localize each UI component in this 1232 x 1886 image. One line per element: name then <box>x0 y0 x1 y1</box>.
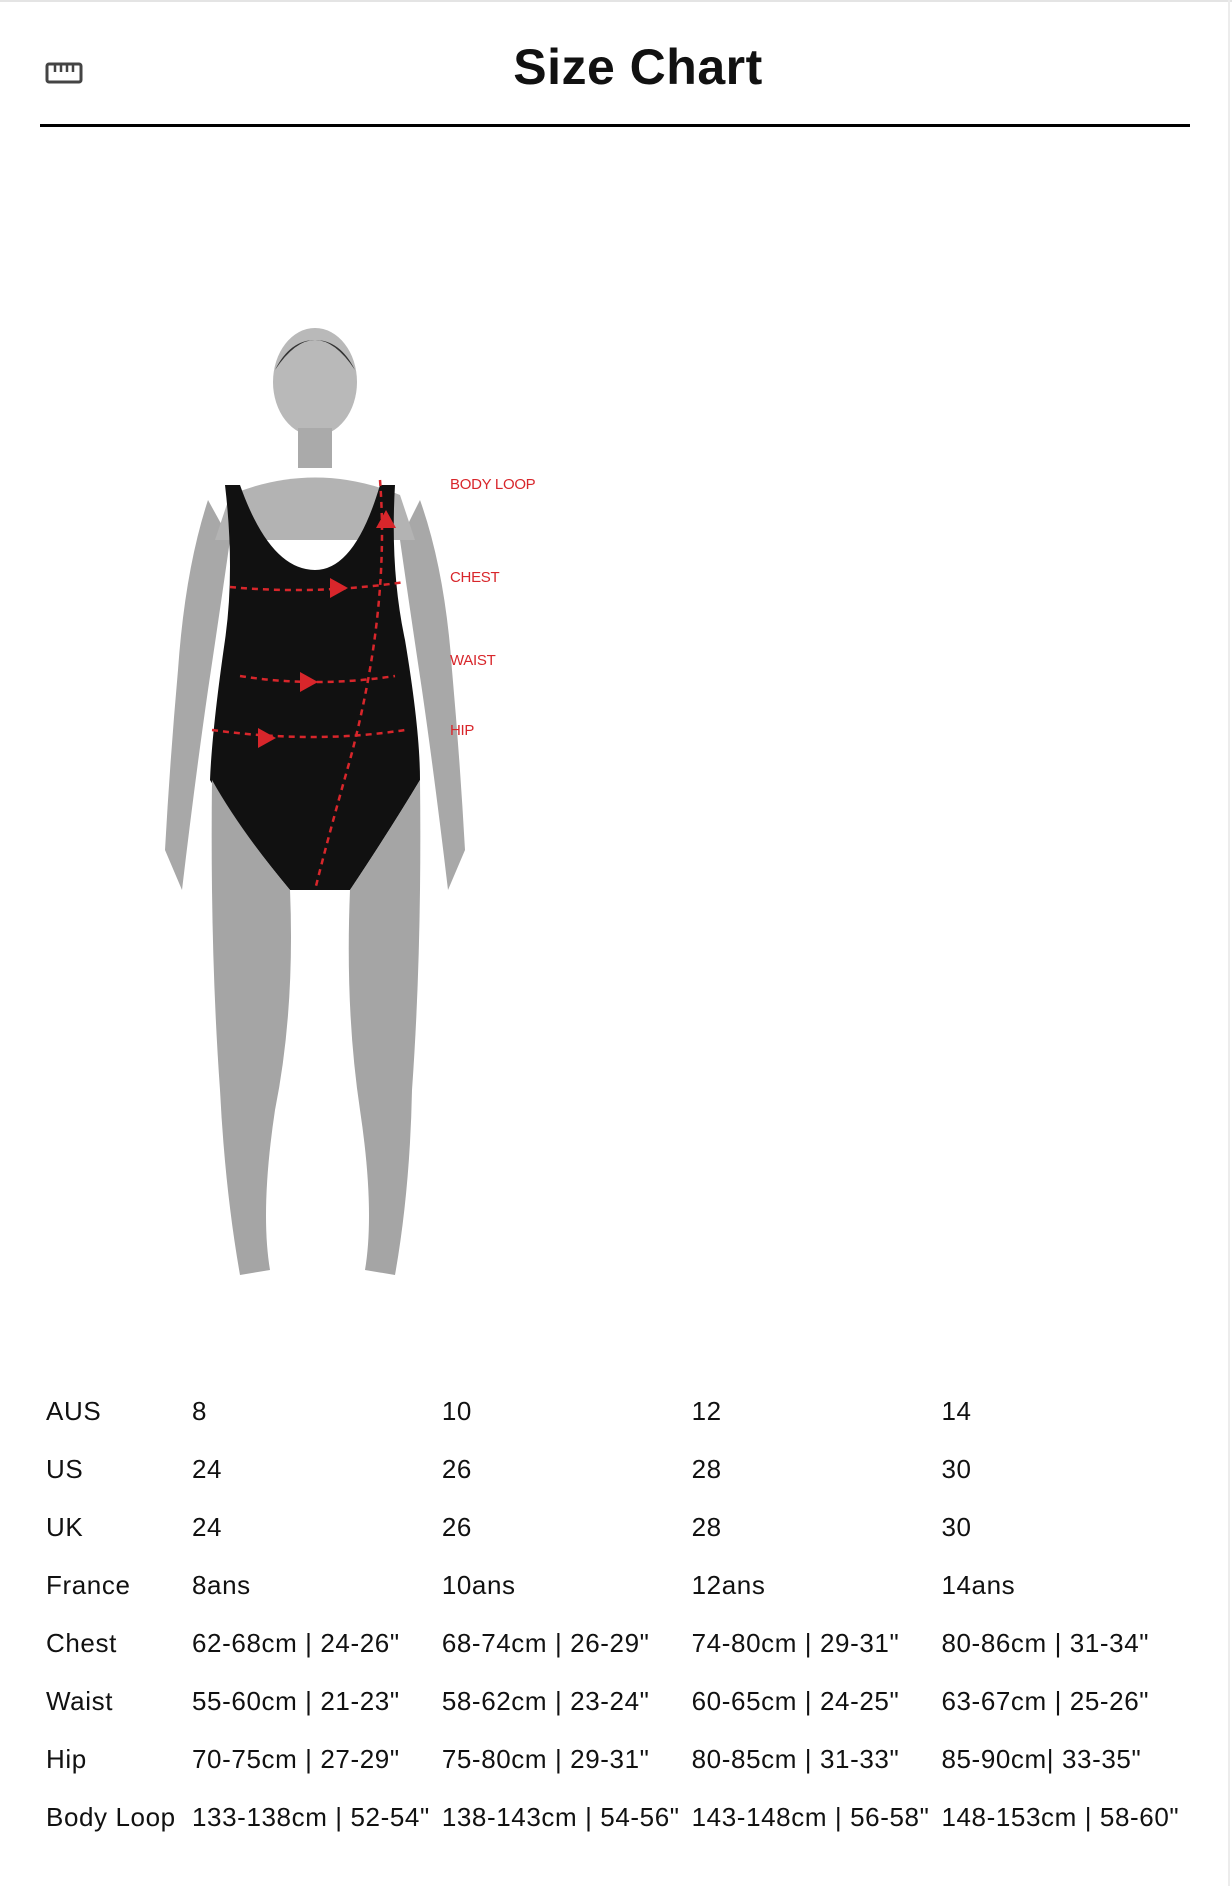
row-label: Chest <box>46 1627 117 1658</box>
table-cell: 24 <box>192 1511 223 1542</box>
table-cell: 10ans <box>441 1569 516 1600</box>
table-row: Body Loop 133-138cm | 52-54" 138-143cm | 5… <box>40 1788 1185 1846</box>
table-cell: 58-62cm | 23-24" <box>441 1685 650 1716</box>
table-cell: 8 <box>192 1395 208 1426</box>
table-cell: 12 <box>691 1395 722 1426</box>
row-label: Waist <box>46 1685 114 1716</box>
row-label: Body Loop <box>46 1801 176 1832</box>
page-title: Size Chart <box>513 39 763 95</box>
table-cell: 138-143cm | 54-56" <box>441 1801 680 1832</box>
size-table: AUS 8 10 12 14 US 24 26 28 30 UK 24 26 28 30 France 8ans… <box>40 1382 1185 1846</box>
table-row: Chest 62-68cm | 24-26" 68-74cm | 26-29" 74-… <box>40 1614 1185 1672</box>
row-label: France <box>46 1569 131 1600</box>
table-cell: 133-138cm | 52-54" <box>192 1801 430 1832</box>
row-label: AUS <box>46 1395 102 1426</box>
table-cell: 26 <box>441 1511 472 1542</box>
model-illustration <box>165 328 465 1275</box>
table-row: Hip 70-75cm | 27-29" 75-80cm | 29-31" 80-85… <box>40 1730 1185 1788</box>
table-cell: 60-65cm | 24-25" <box>691 1685 900 1716</box>
table-row: UK 24 26 28 30 <box>40 1498 1185 1556</box>
row-label: Hip <box>46 1743 87 1774</box>
table-cell: 80-85cm | 31-33" <box>691 1743 900 1774</box>
table-row: AUS 8 10 12 14 <box>40 1382 1185 1440</box>
table-cell: 30 <box>941 1453 972 1484</box>
table-cell: 62-68cm | 24-26" <box>192 1627 400 1658</box>
scrollbar-track <box>1228 0 1230 1886</box>
table-cell: 12ans <box>691 1569 766 1600</box>
table-cell: 28 <box>691 1511 722 1542</box>
row-label: US <box>46 1453 84 1484</box>
row-label: UK <box>46 1511 84 1542</box>
table-cell: 80-86cm | 31-34" <box>941 1627 1150 1658</box>
table-cell: 24 <box>192 1453 223 1484</box>
measurement-figure: BODY LOOP CHEST WAIST HIP <box>90 310 590 1310</box>
label-hip: HIP <box>450 722 475 739</box>
table-cell: 143-148cm | 56-58" <box>691 1801 930 1832</box>
table-cell: 148-153cm | 58-60" <box>941 1801 1180 1832</box>
header-divider <box>40 124 1190 127</box>
label-chest: CHEST <box>450 569 500 586</box>
table-cell: 63-67cm | 25-26" <box>941 1685 1150 1716</box>
table-row: Waist 55-60cm | 21-23" 58-62cm | 23-24" 60-… <box>40 1672 1185 1730</box>
label-body-loop: BODY LOOP <box>450 476 536 493</box>
table-row: France 8ans 10ans 12ans 14ans <box>40 1556 1185 1614</box>
table-cell: 85-90cm| 33-35" <box>941 1743 1142 1774</box>
table-cell: 28 <box>691 1453 722 1484</box>
ruler-icon <box>45 62 83 84</box>
label-waist: WAIST <box>450 652 496 669</box>
table-cell: 14ans <box>941 1569 1016 1600</box>
table-cell: 68-74cm | 26-29" <box>441 1627 650 1658</box>
table-cell: 70-75cm | 27-29" <box>192 1743 400 1774</box>
table-cell: 14 <box>941 1395 972 1426</box>
table-cell: 8ans <box>192 1569 251 1600</box>
table-row: US 24 26 28 30 <box>40 1440 1185 1498</box>
table-cell: 55-60cm | 21-23" <box>192 1685 400 1716</box>
top-border <box>0 0 1232 2</box>
table-cell: 74-80cm | 29-31" <box>691 1627 900 1658</box>
table-cell: 26 <box>441 1453 472 1484</box>
table-cell: 10 <box>441 1395 472 1426</box>
table-cell: 30 <box>941 1511 972 1542</box>
table-cell: 75-80cm | 29-31" <box>441 1743 650 1774</box>
